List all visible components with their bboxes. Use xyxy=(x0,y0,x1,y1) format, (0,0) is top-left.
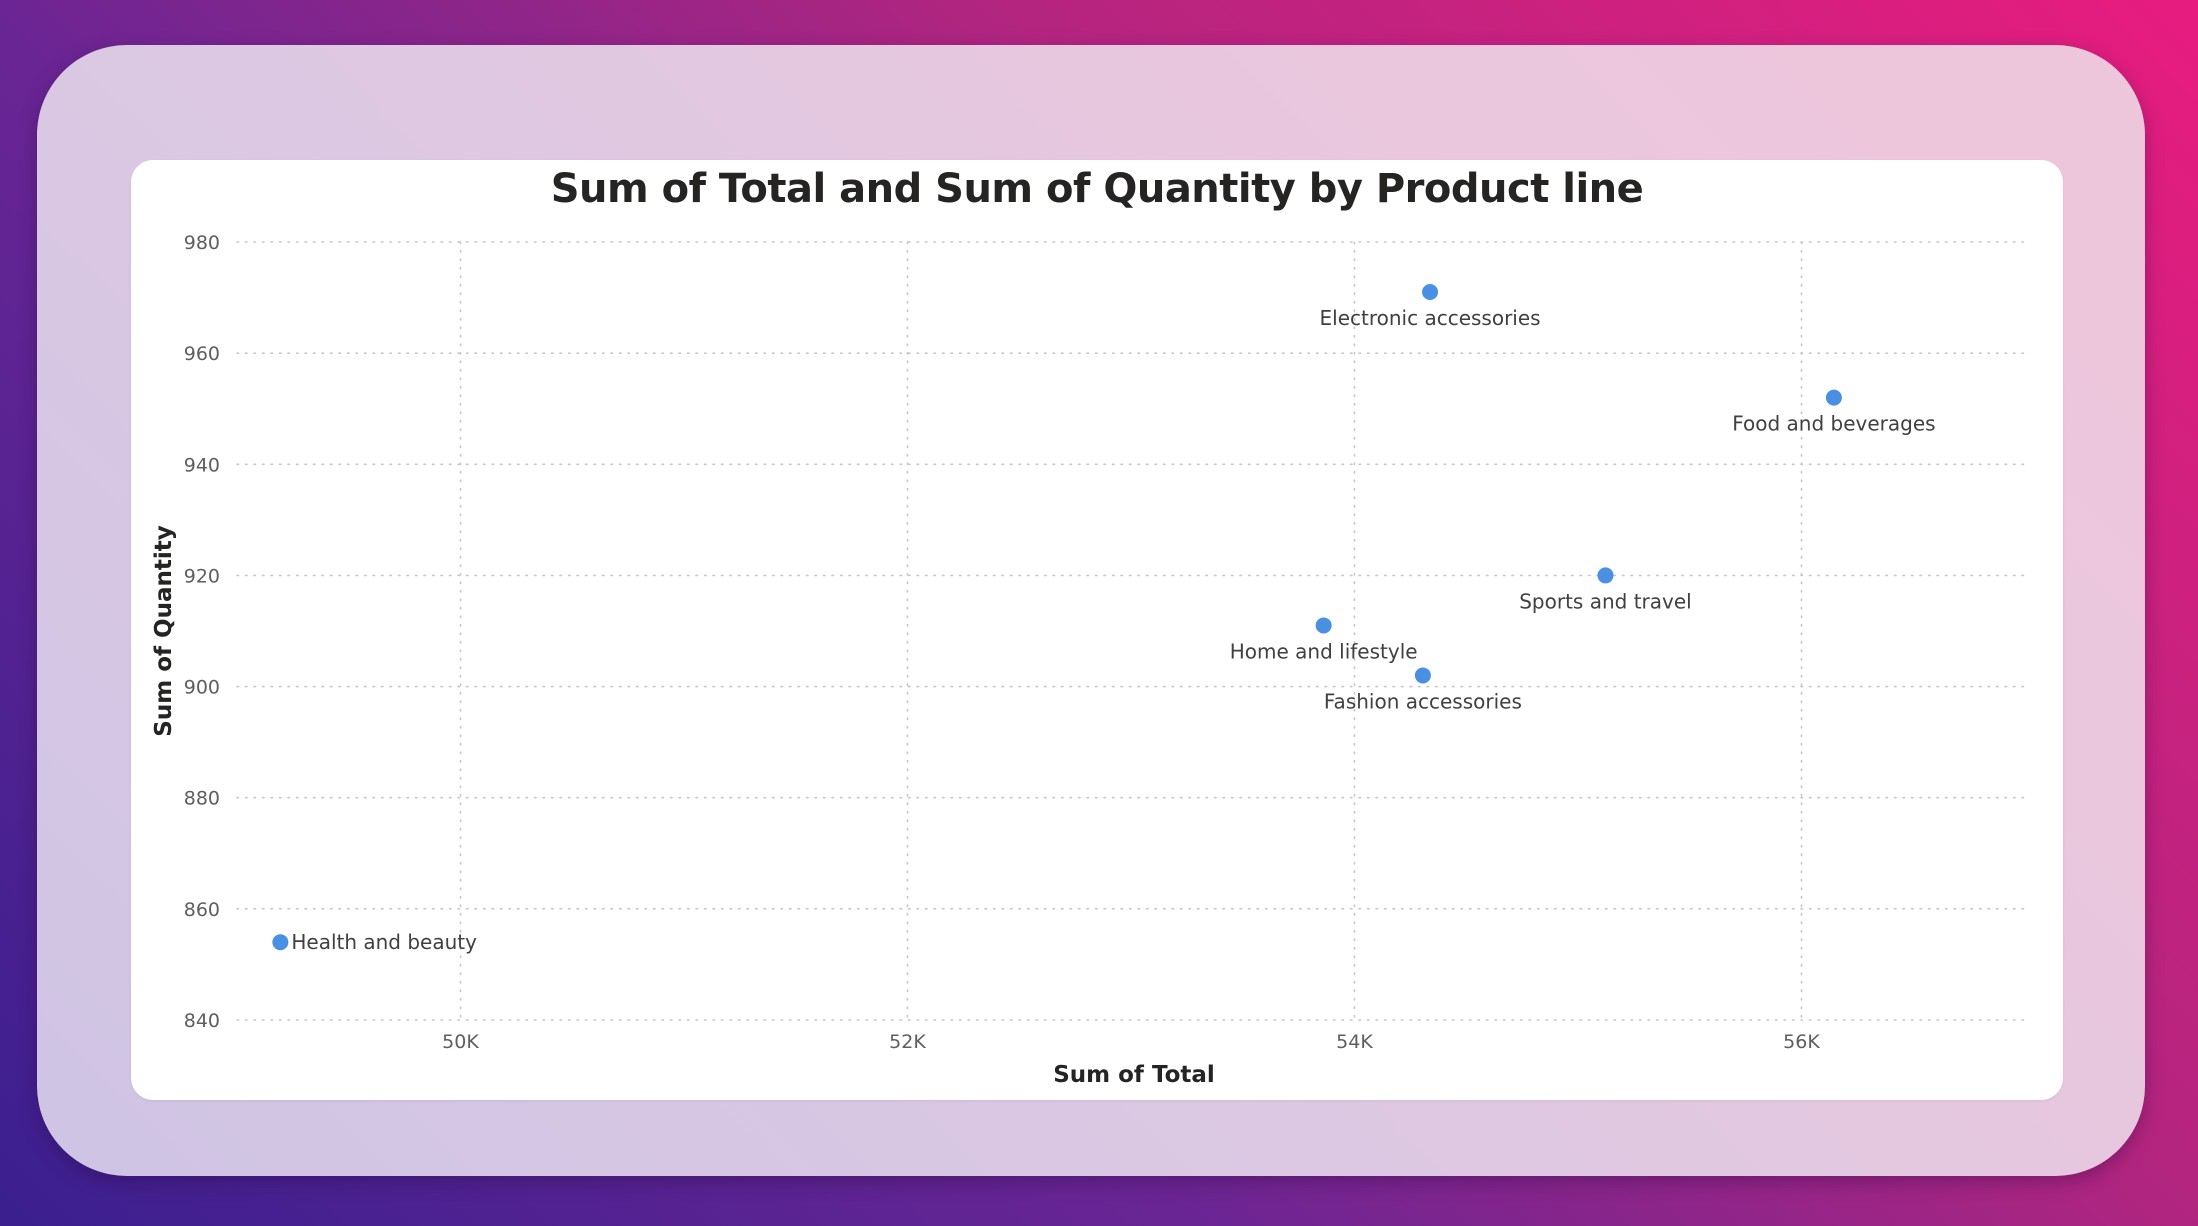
data-point[interactable] xyxy=(1315,617,1332,634)
x-tick-label: 50K xyxy=(442,1031,479,1053)
y-tick-label: 960 xyxy=(184,343,220,365)
x-axis-title: Sum of Total xyxy=(1053,1062,1215,1088)
y-tick-label: 940 xyxy=(184,454,220,476)
y-tick-label: 840 xyxy=(184,1010,220,1032)
grid-layer xyxy=(236,241,2026,1021)
data-label: Health and beauty xyxy=(291,930,477,954)
y-tick-label: 980 xyxy=(184,232,220,254)
y-tick-label: 900 xyxy=(184,677,220,699)
data-point[interactable] xyxy=(1825,389,1842,406)
y-tick-label: 920 xyxy=(184,565,220,587)
data-point[interactable] xyxy=(1414,667,1431,684)
data-label: Food and beverages xyxy=(1732,412,1935,436)
point-layer: Electronic accessories Food and beverages… xyxy=(272,284,1936,954)
y-tick-label: 860 xyxy=(184,899,220,921)
tick-layer: 840 860 880 900 920 940 960 980 50K 52K 54K 56K xyxy=(184,232,1821,1053)
x-tick-label: 56K xyxy=(1783,1031,1820,1053)
data-point[interactable] xyxy=(1597,567,1614,584)
chart-title-container: Sum of Total and Sum of Quantity by Prod… xyxy=(131,166,2063,212)
chart-title: Sum of Total and Sum of Quantity by Prod… xyxy=(550,166,1644,212)
data-point[interactable] xyxy=(272,934,289,951)
data-point[interactable] xyxy=(1422,284,1439,301)
data-label: Fashion accessories xyxy=(1324,689,1522,713)
data-label: Sports and travel xyxy=(1519,589,1691,613)
data-label: Home and lifestyle xyxy=(1230,639,1418,663)
chart-card xyxy=(131,160,2063,1100)
data-label: Electronic accessories xyxy=(1320,306,1541,330)
y-axis-title: Sum of Quantity xyxy=(151,525,177,736)
x-tick-label: 54K xyxy=(1336,1031,1373,1053)
x-tick-label: 52K xyxy=(889,1031,926,1053)
y-tick-label: 880 xyxy=(184,788,220,810)
